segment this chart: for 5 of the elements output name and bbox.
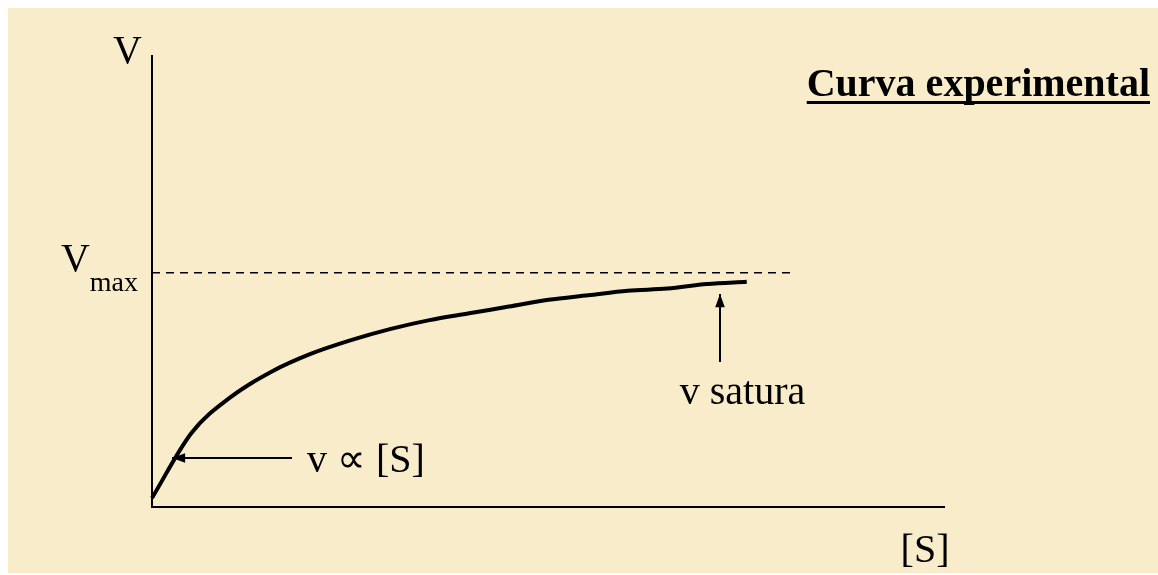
annotation: v satura	[679, 367, 806, 413]
chart-title: Curva experimental	[806, 60, 1150, 105]
annotation: v ∝ [S]	[307, 435, 425, 481]
text: V	[113, 27, 143, 72]
x-axis-title: [S]	[900, 526, 950, 571]
